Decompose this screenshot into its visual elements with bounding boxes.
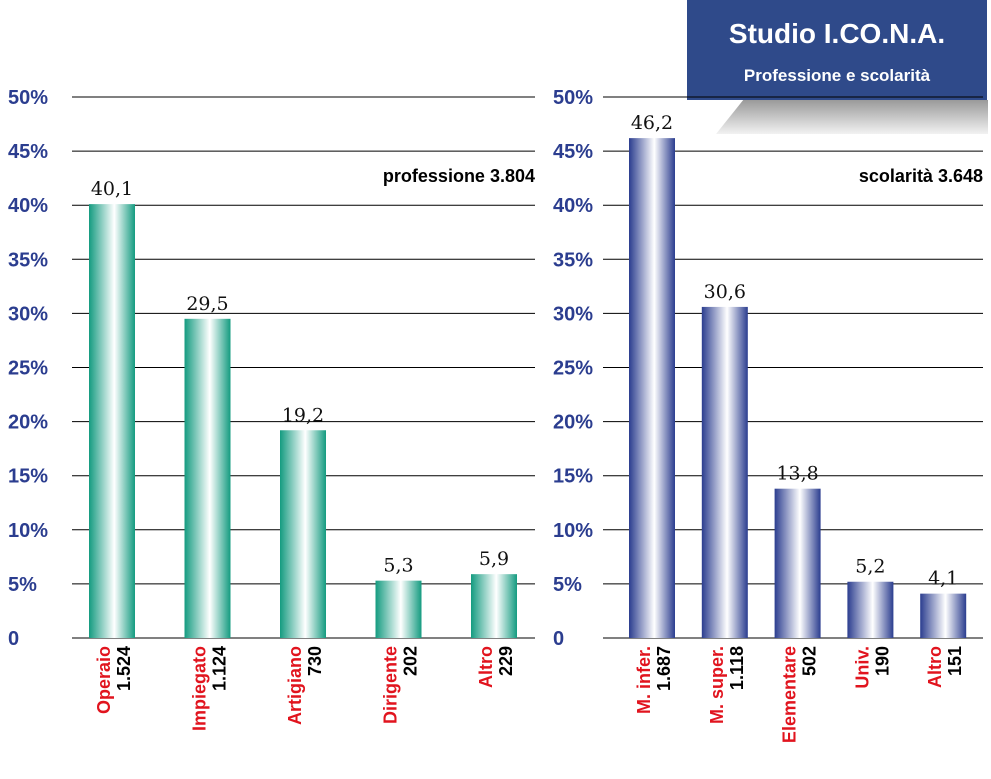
y-tick-label: 30% bbox=[553, 303, 593, 325]
y-tick-label: 25% bbox=[553, 358, 593, 380]
bar bbox=[184, 318, 231, 638]
category-label: Impiegato bbox=[190, 646, 210, 731]
category-count-label: 1.124 bbox=[210, 646, 230, 691]
category-label: Altro bbox=[925, 646, 945, 688]
bar-value-label: 46,2 bbox=[631, 112, 673, 134]
header-subtitle: Professione e scolarità bbox=[743, 66, 931, 85]
category-label: Univ. bbox=[852, 646, 872, 689]
bar bbox=[280, 430, 326, 638]
category-count-label: 190 bbox=[872, 646, 892, 676]
category-label: Artigiano bbox=[285, 646, 305, 725]
category-count-label: 151 bbox=[945, 646, 965, 676]
y-tick-label: 40% bbox=[8, 195, 48, 217]
bar-value-label: 5,2 bbox=[855, 556, 885, 578]
y-tick-label: 20% bbox=[8, 412, 48, 434]
bar bbox=[774, 488, 821, 638]
bar bbox=[629, 138, 675, 638]
category-label: Dirigente bbox=[381, 646, 401, 724]
chart-title: scolarità 3.648 bbox=[859, 166, 983, 186]
y-tick-label: 30% bbox=[8, 303, 48, 325]
category-count-label: 229 bbox=[496, 646, 516, 676]
category-label: Altro bbox=[476, 646, 496, 688]
y-tick-label: 40% bbox=[553, 195, 593, 217]
y-tick-label: 45% bbox=[8, 141, 48, 163]
category-label: Elementare bbox=[780, 646, 800, 743]
y-tick-label: 15% bbox=[553, 466, 593, 488]
header-title: Studio I.CO.N.A. bbox=[728, 18, 946, 49]
category-count-label: 202 bbox=[401, 646, 421, 676]
bar bbox=[701, 306, 748, 638]
y-tick-label: 0 bbox=[8, 628, 19, 650]
bar bbox=[847, 581, 894, 638]
category-count-label: 502 bbox=[800, 646, 820, 676]
bar bbox=[89, 204, 135, 639]
y-tick-label: 50% bbox=[553, 87, 593, 109]
bar-value-label: 40,1 bbox=[91, 178, 133, 200]
category-count-label: 730 bbox=[305, 646, 325, 676]
bar-value-label: 29,5 bbox=[186, 293, 228, 315]
bar-value-label: 5,9 bbox=[479, 548, 509, 570]
bar-value-label: 5,3 bbox=[383, 555, 413, 577]
category-label: Operaio bbox=[94, 646, 114, 714]
y-tick-label: 20% bbox=[553, 412, 593, 434]
bar-value-label: 30,6 bbox=[704, 281, 746, 303]
chart-professione: 0 5% 10% 15% 20% 25% 30% 35% 40% 45% 50% profession… bbox=[8, 87, 535, 731]
bar bbox=[471, 574, 517, 638]
y-tick-label: 35% bbox=[8, 249, 48, 271]
bar-value-label: 4,1 bbox=[928, 568, 958, 590]
category-count-label: 1.524 bbox=[114, 646, 134, 691]
chart-scolarita: 0 5% 10% 15% 20% 25% 30% 35% 40% 45% 50% scolarità … bbox=[553, 87, 983, 743]
category-count-label: 1.687 bbox=[654, 646, 674, 691]
y-tick-label: 25% bbox=[8, 358, 48, 380]
bar bbox=[375, 580, 422, 638]
y-tick-label: 45% bbox=[553, 141, 593, 163]
y-tick-label: 10% bbox=[8, 520, 48, 542]
category-label: M. super. bbox=[707, 646, 727, 724]
category-label: M. infer. bbox=[634, 646, 654, 714]
header-box: Studio I.CO.N.A. Professione e scolarità bbox=[687, 0, 987, 100]
category-count-label: 1.118 bbox=[727, 646, 747, 690]
bar bbox=[920, 593, 967, 638]
chart-title: professione 3.804 bbox=[383, 166, 535, 186]
y-tick-label: 50% bbox=[8, 87, 48, 109]
bar-value-label: 19,2 bbox=[282, 404, 324, 426]
y-tick-label: 10% bbox=[553, 520, 593, 542]
y-tick-label: 35% bbox=[553, 249, 593, 271]
y-tick-label: 5% bbox=[8, 574, 37, 596]
y-tick-label: 5% bbox=[553, 574, 582, 596]
bar-value-label: 13,8 bbox=[776, 463, 818, 485]
y-tick-label: 15% bbox=[8, 466, 48, 488]
y-tick-label: 0 bbox=[553, 628, 564, 650]
header-box-shadow bbox=[716, 100, 988, 134]
